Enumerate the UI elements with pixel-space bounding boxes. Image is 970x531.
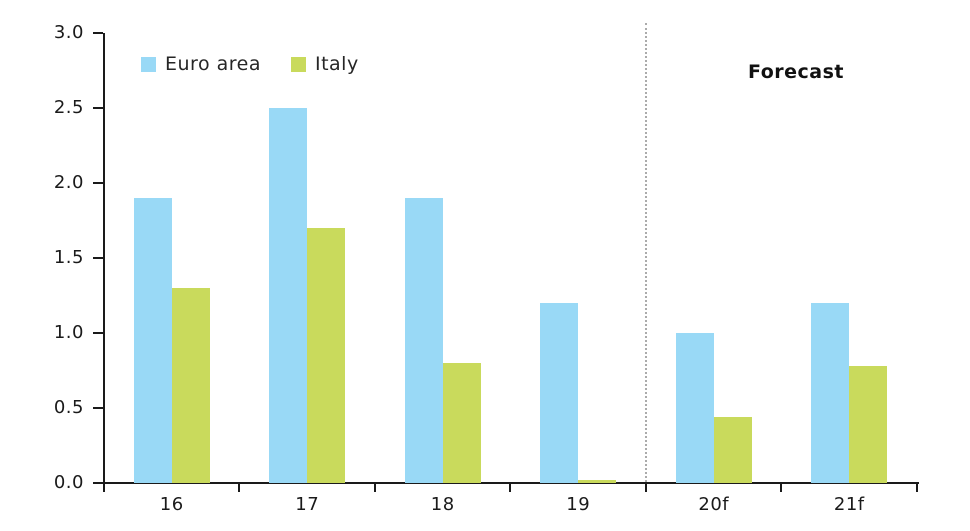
y-axis-tick-label: 0.5 [53, 397, 84, 418]
x-axis-tick [238, 483, 240, 492]
legend-swatch-euro-area [141, 56, 156, 72]
y-axis-tick-label: 2.5 [53, 97, 84, 118]
bar-italy-16 [171, 288, 210, 483]
y-axis-tick [93, 257, 103, 259]
forecast-separator-dotted-line [645, 23, 647, 482]
bar-italy-20f [713, 417, 752, 483]
y-axis-tick [93, 107, 103, 109]
x-axis-label-20f: 20f [698, 494, 730, 515]
legend-item-italy: Italy [290, 53, 359, 75]
x-axis-label-21f: 21f [833, 494, 865, 515]
x-axis-tick [915, 483, 918, 492]
bar-euro-area-21f [811, 303, 850, 483]
y-axis-tick [93, 182, 103, 184]
x-axis-label-17: 17 [295, 494, 320, 515]
y-axis-tick [93, 332, 103, 334]
y-axis-tick-label: 0.0 [53, 472, 84, 493]
y-axis-tick [93, 407, 103, 409]
y-axis-line [103, 33, 105, 483]
x-axis-tick [780, 483, 782, 492]
x-axis-line [103, 482, 919, 484]
x-axis-tick [373, 483, 376, 492]
chart-legend: Euro area Italy [141, 54, 359, 74]
bar-euro-area-20f [675, 333, 714, 483]
bar-euro-area-18 [404, 198, 443, 483]
y-axis-tick-label: 1.0 [53, 322, 84, 343]
bar-euro-area-16 [133, 198, 172, 483]
legend-label-euro-area: Euro area [165, 53, 261, 75]
x-axis-tick [509, 483, 511, 492]
bar-italy-21f [849, 366, 888, 483]
y-axis-tick-label: 1.5 [53, 247, 84, 268]
y-axis-tick [93, 482, 103, 484]
bar-euro-area-19 [540, 303, 579, 483]
x-axis-tick [102, 483, 105, 492]
x-axis-label-16: 16 [159, 494, 184, 515]
bar-euro-area-17 [269, 108, 308, 483]
legend-item-euro-area: Euro area [141, 54, 261, 74]
y-axis-tick [93, 32, 103, 34]
bar-italy-18 [442, 363, 481, 483]
x-axis-tick [644, 483, 647, 492]
y-axis-tick-label: 2.0 [53, 172, 84, 193]
forecast-annotation: Forecast [748, 61, 844, 83]
bar-italy-17 [307, 228, 346, 483]
legend-swatch-italy [290, 56, 306, 72]
bar-italy-19 [578, 480, 617, 483]
legend-label-italy: Italy [314, 53, 359, 75]
x-axis-label-19: 19 [566, 494, 591, 515]
x-axis-label-18: 18 [430, 494, 455, 515]
y-axis-tick-label: 3.0 [53, 22, 84, 43]
